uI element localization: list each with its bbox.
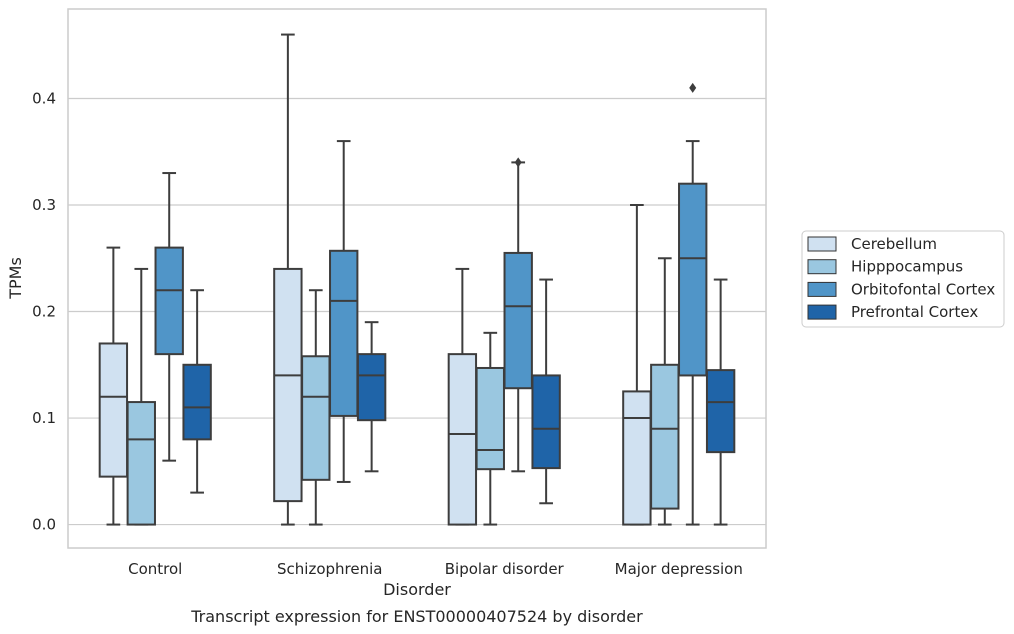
box-hipppocampus xyxy=(650,257,680,526)
box-orbitofontal-cortex xyxy=(678,140,708,526)
box-iqr xyxy=(154,246,184,356)
box-iqr xyxy=(447,353,478,526)
outlier-point xyxy=(514,157,522,168)
box-iqr xyxy=(705,369,736,454)
box-iqr xyxy=(329,249,359,417)
box-iqr xyxy=(650,363,680,510)
box-hipppocampus xyxy=(475,331,505,526)
y-axis-ticks: 0.0 0.1 0.2 0.3 0.4 xyxy=(32,89,56,533)
box-series xyxy=(98,33,736,526)
box-cerebellum xyxy=(447,267,478,526)
box-iqr xyxy=(182,363,212,441)
box-prefrontal-cortex xyxy=(705,278,736,526)
box-hipppocampus xyxy=(301,289,331,526)
box-iqr xyxy=(126,401,156,526)
figure-caption: Transcript expression for ENST0000040752… xyxy=(190,607,643,626)
plot-area xyxy=(67,8,767,549)
box-prefrontal-cortex xyxy=(531,278,561,505)
legend-label: Prefrontal Cortex xyxy=(851,303,978,321)
y-tick-label: 0.0 xyxy=(32,516,56,534)
y-tick-label: 0.3 xyxy=(32,196,56,214)
legend: Cerebellum Hipppocampus Orbitofontal Corte… xyxy=(801,230,1005,328)
box-cerebellum xyxy=(622,204,652,526)
legend-swatch xyxy=(807,281,837,297)
y-tick-label: 0.4 xyxy=(32,89,56,107)
box-iqr xyxy=(301,355,331,481)
box-prefrontal-cortex xyxy=(182,289,212,494)
y-tick-label: 0.1 xyxy=(32,409,56,427)
y-axis-title: TPMs xyxy=(6,257,25,300)
x-tick-label: Control xyxy=(128,560,182,578)
x-axis-title: Disorder xyxy=(383,580,451,599)
box-prefrontal-cortex xyxy=(356,321,387,473)
box-iqr xyxy=(273,267,303,503)
outlier-point xyxy=(689,82,697,93)
box-hipppocampus xyxy=(126,267,156,526)
x-axis-ticks: Control Schizophrenia Bipolar disorder Majo… xyxy=(128,560,743,578)
box-cerebellum xyxy=(98,246,129,526)
legend-label: Cerebellum xyxy=(851,235,937,253)
box-iqr xyxy=(503,251,533,390)
legend-frame xyxy=(801,230,1005,328)
box-iqr xyxy=(98,342,129,478)
legend-swatch xyxy=(807,259,837,275)
box-iqr xyxy=(356,353,387,422)
box-iqr xyxy=(531,374,561,470)
box-orbitofontal-cortex xyxy=(503,161,533,473)
box-iqr xyxy=(678,182,708,377)
legend-swatch xyxy=(807,304,837,320)
box-iqr xyxy=(622,390,652,526)
legend-label: Orbitofontal Cortex xyxy=(851,280,995,298)
y-tick-label: 0.2 xyxy=(32,303,56,321)
x-tick-label: Major depression xyxy=(615,560,743,578)
legend-swatch xyxy=(807,236,837,252)
box-iqr xyxy=(475,366,505,471)
legend-label: Hipppocampus xyxy=(851,258,963,276)
box-orbitofontal-cortex xyxy=(329,140,359,483)
box-orbitofontal-cortex xyxy=(154,172,184,462)
x-tick-label: Bipolar disorder xyxy=(445,560,565,578)
x-tick-label: Schizophrenia xyxy=(277,560,382,578)
box-cerebellum xyxy=(273,33,303,526)
